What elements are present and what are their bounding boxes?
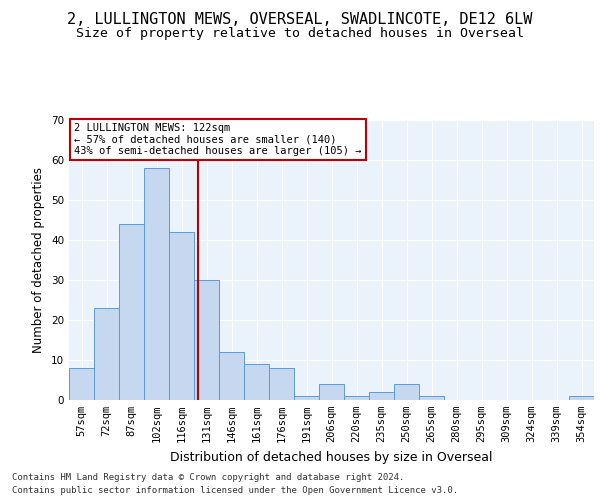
Bar: [119, 224, 144, 400]
X-axis label: Distribution of detached houses by size in Overseal: Distribution of detached houses by size …: [170, 450, 493, 464]
Bar: [419, 396, 444, 400]
Bar: [219, 352, 244, 400]
Bar: [169, 232, 194, 400]
Bar: [94, 308, 119, 400]
Bar: [244, 364, 269, 400]
Y-axis label: Number of detached properties: Number of detached properties: [32, 167, 46, 353]
Bar: [369, 392, 394, 400]
Text: Size of property relative to detached houses in Overseal: Size of property relative to detached ho…: [76, 28, 524, 40]
Bar: [194, 280, 219, 400]
Bar: [569, 396, 594, 400]
Text: Contains public sector information licensed under the Open Government Licence v3: Contains public sector information licen…: [12, 486, 458, 495]
Bar: [69, 368, 94, 400]
Bar: [319, 384, 344, 400]
Bar: [394, 384, 419, 400]
Text: 2, LULLINGTON MEWS, OVERSEAL, SWADLINCOTE, DE12 6LW: 2, LULLINGTON MEWS, OVERSEAL, SWADLINCOT…: [67, 12, 533, 28]
Text: Contains HM Land Registry data © Crown copyright and database right 2024.: Contains HM Land Registry data © Crown c…: [12, 474, 404, 482]
Bar: [144, 168, 169, 400]
Bar: [344, 396, 369, 400]
Text: 2 LULLINGTON MEWS: 122sqm
← 57% of detached houses are smaller (140)
43% of semi: 2 LULLINGTON MEWS: 122sqm ← 57% of detac…: [74, 123, 362, 156]
Bar: [269, 368, 294, 400]
Bar: [294, 396, 319, 400]
